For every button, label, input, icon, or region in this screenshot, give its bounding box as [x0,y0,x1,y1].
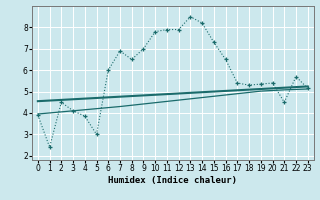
X-axis label: Humidex (Indice chaleur): Humidex (Indice chaleur) [108,176,237,185]
